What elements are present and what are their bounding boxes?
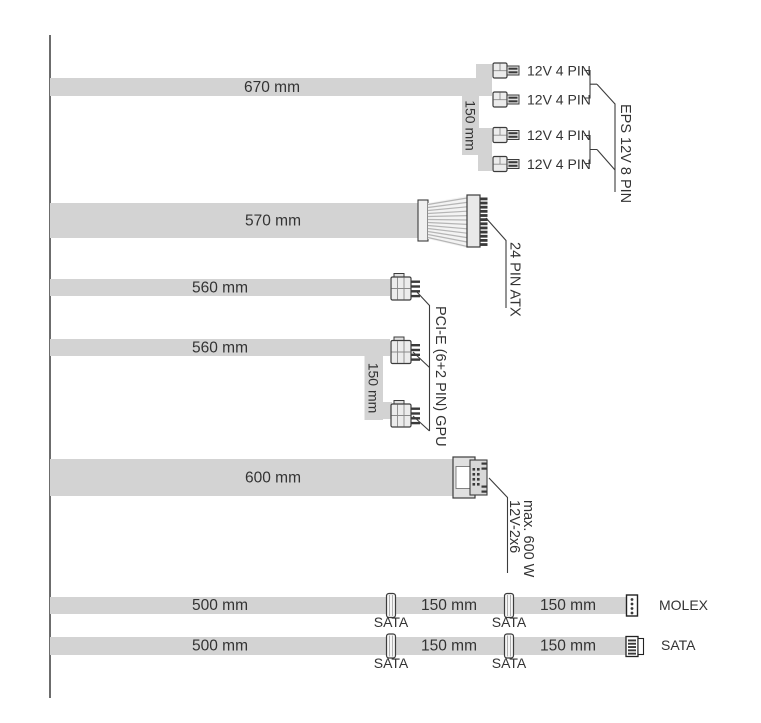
eps-cable-bar [50,78,490,96]
molex-seg3-length-label: 150 mm [540,597,596,614]
molex-end-label: MOLEX [659,597,709,613]
eps-group-label: EPS 12V 8 PIN [617,104,633,203]
eps-length-label: 670 mm [244,79,300,96]
atx-24pin-connector-icon [466,194,488,248]
eps-4pin-connector-icon [492,62,520,79]
atx-label: 24 PIN ATX [507,242,523,317]
sata-chain-bar [50,637,627,655]
pcie-cable2-bar [50,339,390,356]
eps-bracket-upper [584,69,616,105]
eps-lower-branch [478,128,492,171]
atx-cable-group: 570 mm 24 PIN ATX [50,194,523,317]
pcie-extension-length-label: 150 mm [366,363,382,414]
eps-4pin-connector-icon [492,91,520,108]
pcie-cable1-length-label: 560 mm [192,280,248,297]
hpwr-length-label: 600 mm [245,470,301,487]
eps-connector-label-4: 12V 4 PIN [527,156,591,172]
atx-wires [427,197,468,247]
molex-chain-group: 500 mm 150 mm 150 mm SATA SATA MOLEX [50,592,709,630]
molex-chain-bar [50,597,627,614]
eps-cable-group: 670 mm 150 mm 12V 4 PIN 12V 4 PIN 12V 4 … [50,62,633,203]
pcie-cable1-bar [50,279,390,296]
sata-inline-sata-label-1: SATA [374,655,409,671]
eps-extension-elbow [462,137,479,155]
hpwr-12v2x6-connector-icon [452,456,488,499]
eps-connector-label-2: 12V 4 PIN [527,92,591,108]
atx-cable-comb-icon [417,199,429,242]
hpwr-cable-bar [50,459,453,496]
eps-extension-length-label: 150 mm [463,100,479,151]
hpwr-cable-group: 600 mm 12V-2x6 max. 600 W [50,456,536,578]
eps-connector-label-1: 12V 4 PIN [527,63,591,79]
eps-4pin-connector-icon [492,155,520,173]
pcie-extension-elbow [376,402,392,419]
sata-chain-group: 500 mm 150 mm 150 mm SATA SATA SATA [50,633,696,671]
pcie-group-label: PCI-E (6+2 PIN) GPU [432,306,448,447]
atx-cable-bar [50,203,418,238]
hpwr-label-line2: max. 600 W [520,500,536,578]
pcie-cable-group: 560 mm 560 mm 150 mm PCI-E (6+2 PIN) GPU [50,272,448,447]
eps-bracket-lower [584,134,616,171]
pcie-cable2-length-label: 560 mm [192,340,248,357]
molex-inline-sata-label-1: SATA [374,614,409,630]
sata-inline-sata-label-2: SATA [492,655,527,671]
pcie-label-lines [412,290,431,432]
molex-seg2-length-label: 150 mm [421,597,477,614]
molex-inline-sata-label-2: SATA [492,614,527,630]
atx-length-label: 570 mm [245,213,301,230]
molex-end-connector-icon [625,594,639,617]
sata-end-connector-icon [625,635,645,658]
eps-upper-branch [476,64,492,96]
pcie-connector-icon [390,272,421,301]
eps-4pin-connector-icon [492,126,520,144]
sata-seg3-length-label: 150 mm [540,638,596,655]
eps-connector-label-3: 12V 4 PIN [527,127,591,143]
sata-end-label: SATA [661,637,696,653]
pcie-connector-icon [390,399,421,428]
atx-label-line [485,217,507,308]
pcie-connector-icon [390,336,421,365]
sata-seg2-length-label: 150 mm [421,638,477,655]
sata-seg1-length-label: 500 mm [192,638,248,655]
hpwr-label-line1: 12V-2x6 [506,500,522,553]
molex-seg1-length-label: 500 mm [192,597,248,614]
hpwr-label-line [488,477,509,573]
